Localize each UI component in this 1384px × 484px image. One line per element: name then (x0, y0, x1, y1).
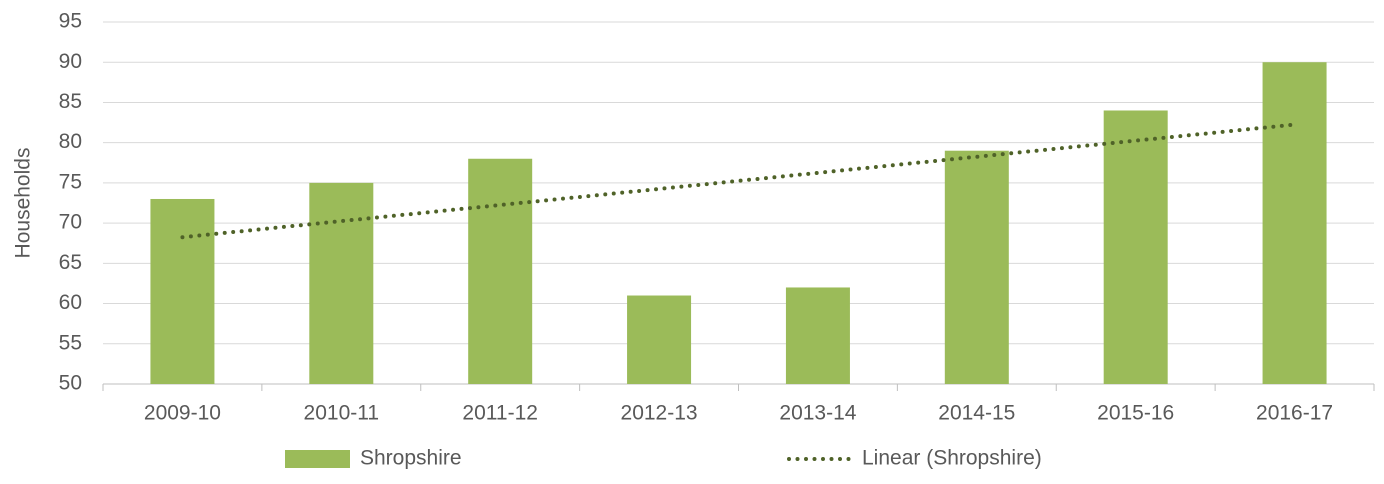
legend-label: Shropshire (360, 447, 462, 470)
bar (1103, 110, 1168, 384)
bar (944, 150, 1009, 384)
y-tick-label: 80 (59, 130, 82, 153)
y-tick-label: 95 (59, 10, 82, 33)
y-tick-label: 90 (59, 50, 82, 73)
y-tick-label: 50 (59, 372, 82, 395)
legend-swatch (285, 450, 350, 468)
bar (309, 182, 374, 384)
x-tick-label: 2015-16 (1097, 402, 1174, 425)
y-tick-label: 55 (59, 331, 82, 354)
x-tick-label: 2009-10 (144, 402, 221, 425)
y-tick-label: 60 (59, 291, 82, 314)
x-tick-label: 2011-12 (462, 402, 538, 425)
x-tick-label: 2012-13 (621, 402, 698, 425)
x-tick-label: 2014-15 (938, 402, 1015, 425)
y-tick-label: 85 (59, 90, 82, 113)
y-axis-label: Households (12, 148, 35, 259)
bar (1262, 62, 1327, 384)
bar (627, 295, 692, 384)
y-tick-label: 75 (59, 170, 82, 193)
trend-line (180, 122, 1297, 240)
x-tick-label: 2013-14 (779, 402, 856, 425)
y-tick-label: 70 (59, 211, 82, 234)
legend-label: Linear (Shropshire) (862, 447, 1042, 470)
bar (785, 287, 850, 384)
bar (150, 198, 215, 384)
bar (468, 158, 533, 384)
x-tick-label: 2010-11 (304, 402, 380, 425)
y-tick-label: 65 (59, 251, 82, 274)
x-tick-label: 2016-17 (1256, 402, 1333, 425)
